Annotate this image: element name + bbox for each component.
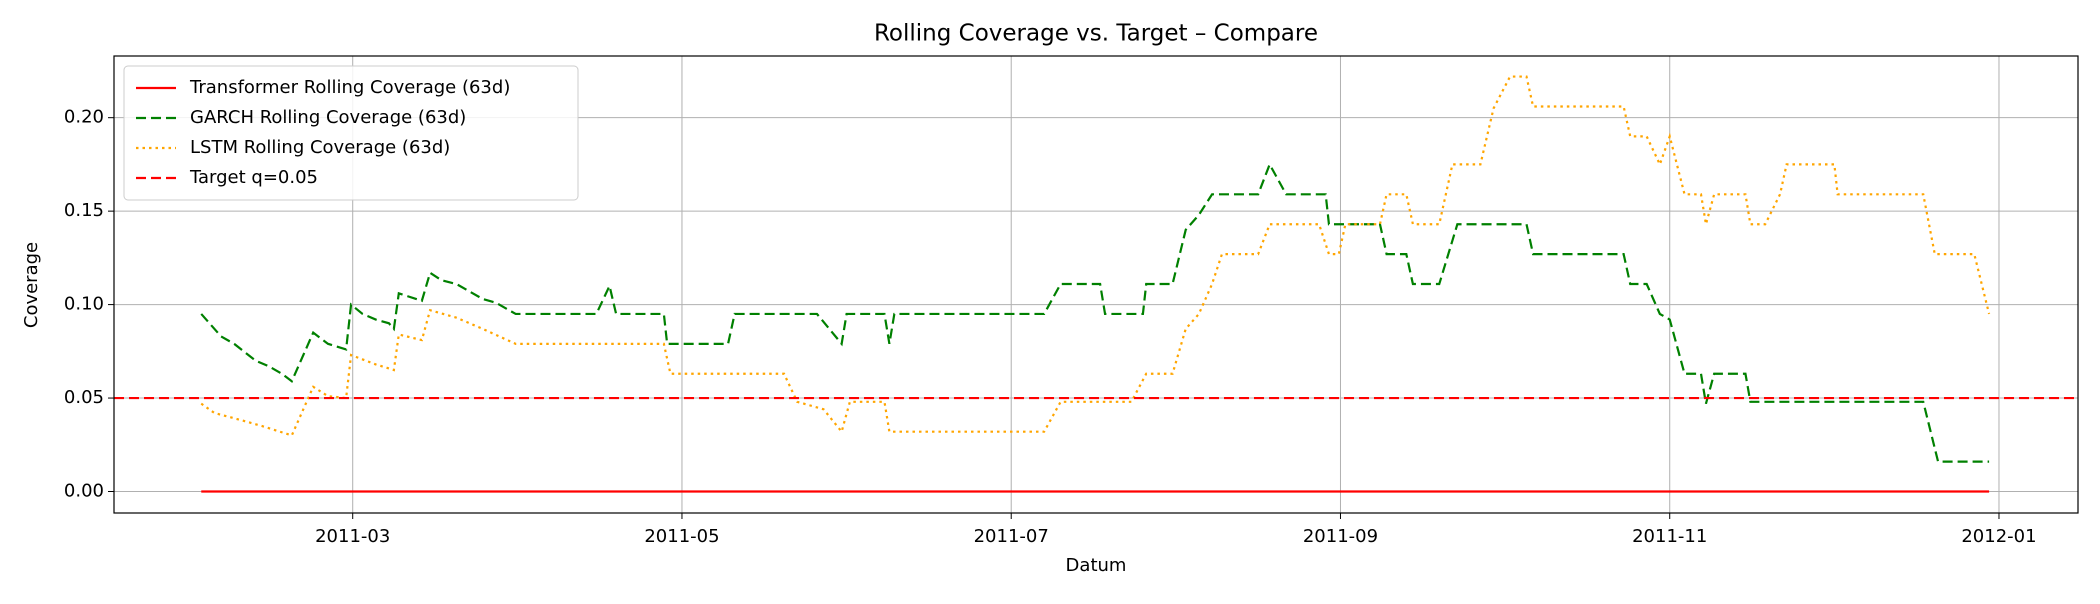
legend-label: Target q=0.05 <box>189 167 318 188</box>
x-tick-label: 2011-05 <box>644 526 719 547</box>
legend-label: Transformer Rolling Coverage (63d) <box>189 77 510 98</box>
legend-label: GARCH Rolling Coverage (63d) <box>190 107 466 128</box>
y-tick-label: 0.00 <box>64 481 104 502</box>
legend-box <box>123 65 579 201</box>
plot-frame <box>113 55 2079 514</box>
chart-title: Rolling Coverage vs. Target – Compare <box>874 21 1318 47</box>
y-tick-label: 0.10 <box>64 294 104 315</box>
x-tick-label: 2011-07 <box>974 526 1049 547</box>
y-axis-label: Coverage <box>21 242 42 328</box>
x-tick-label: 2011-11 <box>1632 526 1707 547</box>
y-tick-label: 0.05 <box>64 387 104 408</box>
x-axis-label: Datum <box>1066 555 1127 576</box>
series-line <box>200 161 1990 463</box>
legend: Transformer Rolling Coverage (63d) GARCH … <box>123 65 579 201</box>
x-tick-label: 2012-01 <box>1961 526 2036 547</box>
y-tick-label: 0.20 <box>64 107 104 128</box>
x-tick-label: 2011-03 <box>315 526 390 547</box>
legend-label: LSTM Rolling Coverage (63d) <box>190 137 450 158</box>
y-tick-label: 0.15 <box>64 200 104 221</box>
x-tick-label: 2011-09 <box>1303 526 1378 547</box>
